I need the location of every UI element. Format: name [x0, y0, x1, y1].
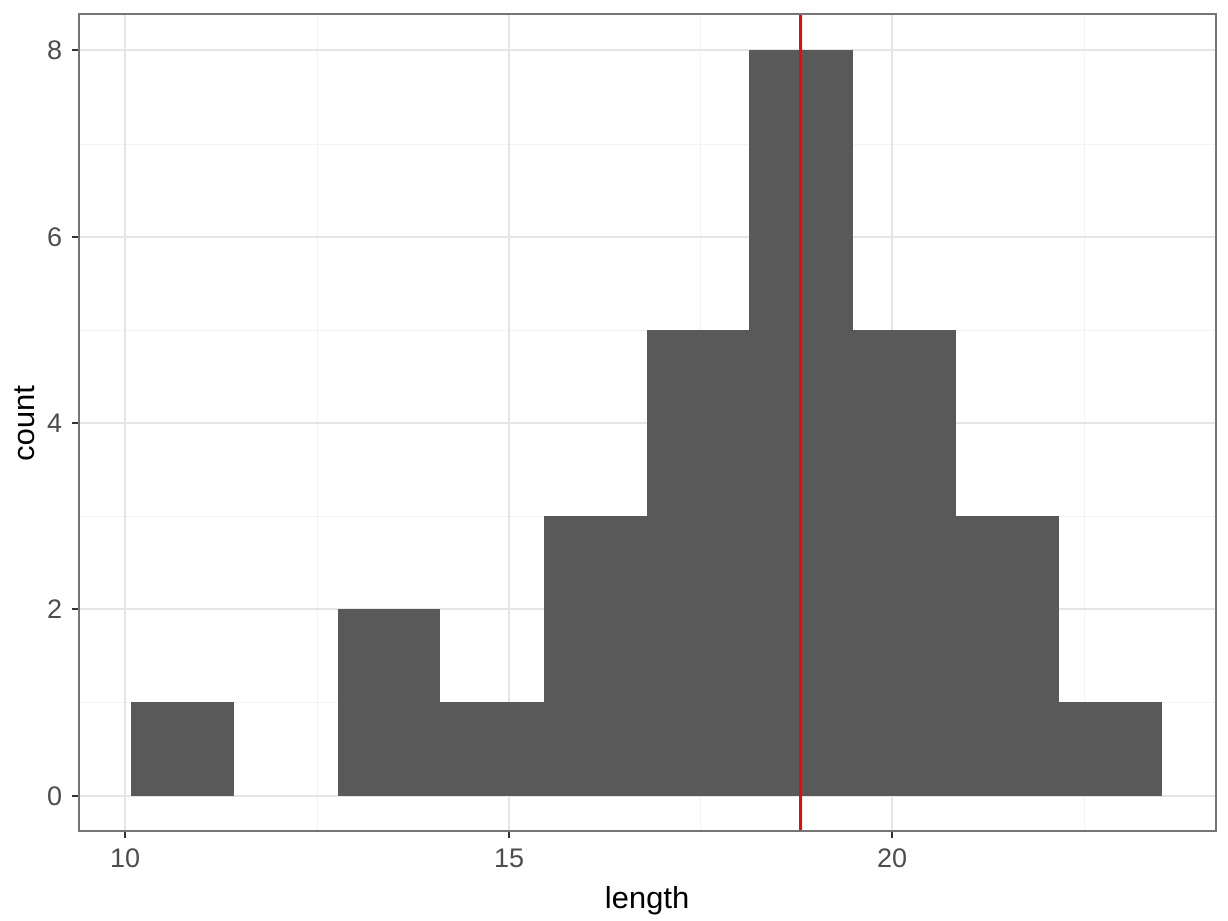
x-tick-label: 15	[493, 843, 525, 873]
histogram-bar	[853, 330, 956, 796]
histogram-bar	[647, 330, 749, 796]
y-tick-label: 6	[46, 222, 62, 252]
x-tick-mark	[891, 832, 893, 838]
histogram-bar	[544, 516, 647, 796]
x-tick-mark	[124, 832, 126, 838]
y-major-gridline	[80, 236, 1215, 238]
x-major-gridline	[124, 15, 126, 830]
y-tick-mark	[72, 49, 78, 51]
x-tick-mark	[508, 832, 510, 838]
x-tick-label: 10	[109, 843, 141, 873]
histogram-bar	[440, 702, 544, 796]
y-tick-mark	[72, 422, 78, 424]
y-major-gridline	[80, 795, 1215, 797]
y-tick-label: 2	[46, 594, 62, 624]
y-major-gridline	[80, 49, 1215, 51]
y-tick-mark	[72, 236, 78, 238]
mean-reference-line	[799, 15, 802, 830]
y-minor-gridline	[80, 144, 1215, 145]
histogram-bar	[956, 516, 1059, 796]
y-tick-mark	[72, 608, 78, 610]
y-tick-mark	[72, 795, 78, 797]
y-tick-label: 8	[46, 35, 62, 65]
plot-panel	[78, 13, 1217, 832]
histogram-bar	[338, 609, 440, 796]
histogram-bar	[131, 702, 234, 796]
x-major-gridline	[508, 15, 510, 830]
x-axis-title: length	[604, 880, 690, 915]
y-tick-label: 4	[46, 408, 62, 438]
histogram-bar	[1059, 702, 1162, 796]
x-tick-label: 20	[876, 843, 908, 873]
y-tick-label: 0	[46, 781, 62, 811]
